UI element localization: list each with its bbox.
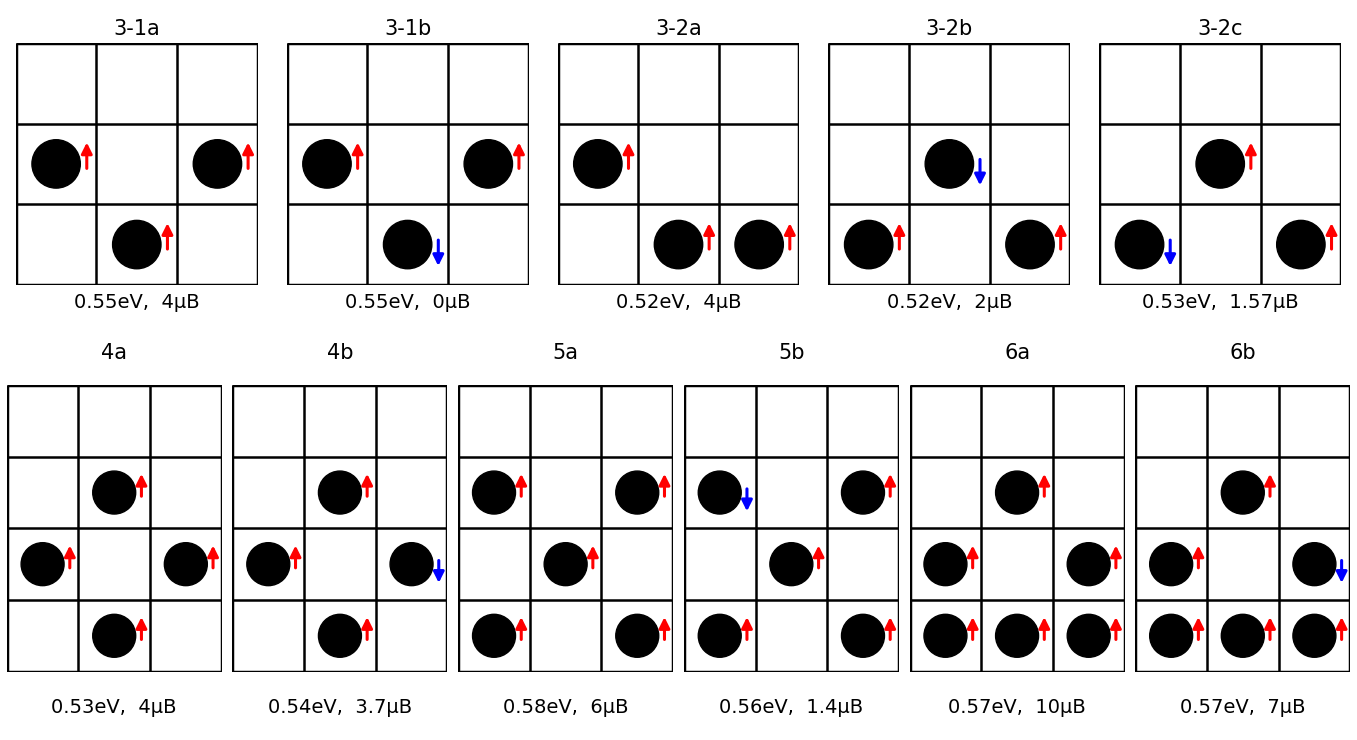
Circle shape [616,471,658,514]
Text: 3-2a: 3-2a [655,18,702,39]
Circle shape [319,471,361,514]
Circle shape [113,221,161,269]
Circle shape [1067,614,1110,657]
Text: 6a: 6a [1004,343,1030,363]
Circle shape [92,614,136,657]
Circle shape [22,542,64,585]
Text: 3-1a: 3-1a [114,18,160,39]
Text: 0.57eV,  10μB: 0.57eV, 10μB [949,698,1086,717]
Circle shape [844,221,893,269]
Circle shape [699,471,741,514]
Circle shape [92,471,136,514]
Circle shape [1006,221,1054,269]
Circle shape [654,221,703,269]
Circle shape [193,140,242,188]
Circle shape [472,471,516,514]
Text: 0.52eV,  4μB: 0.52eV, 4μB [616,293,741,312]
Circle shape [1221,614,1265,657]
Text: 0.56eV,  1.4μB: 0.56eV, 1.4μB [719,698,863,717]
Circle shape [384,221,432,269]
Circle shape [769,542,813,585]
Circle shape [1149,614,1193,657]
Text: 0.53eV,  4μB: 0.53eV, 4μB [52,698,176,717]
Circle shape [925,140,973,188]
Circle shape [699,614,741,657]
Circle shape [1221,471,1265,514]
Text: 3-2b: 3-2b [925,18,973,39]
Circle shape [924,542,968,585]
Text: 5b: 5b [778,343,805,363]
Circle shape [319,614,361,657]
Circle shape [1067,542,1110,585]
Circle shape [574,140,622,188]
Text: 6b: 6b [1229,343,1257,363]
Text: 4a: 4a [102,343,128,363]
Circle shape [735,221,783,269]
Text: 0.57eV,  7μB: 0.57eV, 7μB [1181,698,1305,717]
Text: 3-1b: 3-1b [384,18,432,39]
Text: 0.54eV,  3.7μB: 0.54eV, 3.7μB [267,698,413,717]
Circle shape [33,140,80,188]
Text: 3-2c: 3-2c [1197,18,1243,39]
Circle shape [1293,542,1335,585]
Circle shape [464,140,513,188]
Text: 4b: 4b [327,343,353,363]
Text: 0.55eV,  0μB: 0.55eV, 0μB [345,293,471,312]
Circle shape [841,471,885,514]
Circle shape [1115,221,1164,269]
Text: 0.53eV,  1.57μB: 0.53eV, 1.57μB [1141,293,1299,312]
Circle shape [1293,614,1335,657]
Circle shape [544,542,588,585]
Circle shape [996,614,1038,657]
Circle shape [841,614,885,657]
Circle shape [1149,542,1193,585]
Circle shape [1277,221,1324,269]
Circle shape [924,614,968,657]
Text: 0.52eV,  2μB: 0.52eV, 2μB [886,293,1012,312]
Circle shape [389,542,433,585]
Circle shape [472,614,516,657]
Circle shape [164,542,208,585]
Circle shape [1196,140,1244,188]
Circle shape [247,542,290,585]
Text: 0.55eV,  4μB: 0.55eV, 4μB [75,293,199,312]
Circle shape [996,471,1038,514]
Circle shape [616,614,658,657]
Text: 0.58eV,  6μB: 0.58eV, 6μB [503,698,628,717]
Text: 5a: 5a [552,343,578,363]
Circle shape [303,140,351,188]
